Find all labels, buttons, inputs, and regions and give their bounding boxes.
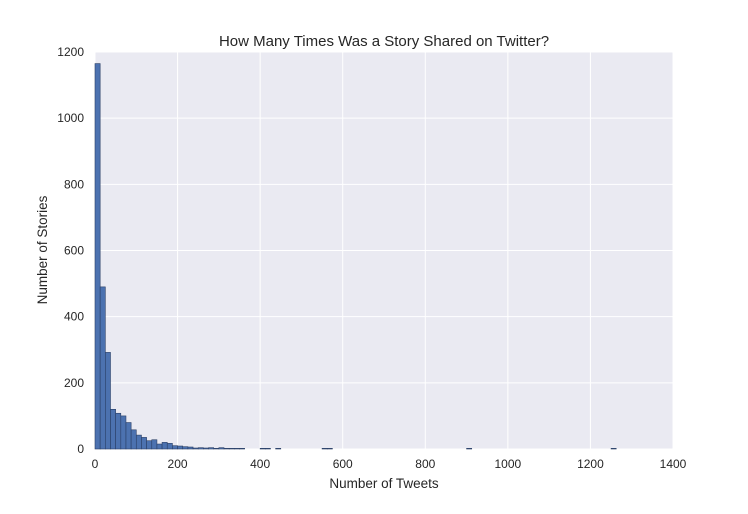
- histogram-bar: [228, 448, 235, 450]
- histogram-bars: [94, 63, 617, 450]
- histogram-bar: [208, 447, 214, 450]
- histogram-bar: [110, 408, 116, 450]
- histogram-bar: [275, 448, 282, 450]
- histogram-bar: [130, 429, 137, 450]
- x-tick-label: 1200: [577, 457, 604, 471]
- x-tick-label: 800: [415, 457, 435, 471]
- histogram-bar: [94, 63, 101, 450]
- x-tick-label: 1400: [660, 457, 687, 471]
- histogram-bar: [610, 448, 617, 450]
- histogram-bar: [326, 448, 333, 450]
- histogram-bar: [151, 439, 158, 450]
- histogram-bar: [99, 286, 106, 450]
- histogram-bar: [203, 447, 209, 450]
- histogram-bar: [156, 443, 163, 450]
- x-tick-label: 400: [250, 457, 270, 471]
- x-axis-ticks: 0 200 400 600 800 1000 1200 1400: [92, 457, 687, 471]
- histogram-bar: [223, 448, 230, 450]
- histogram-bar: [197, 447, 204, 450]
- histogram-bar: [172, 445, 178, 450]
- chart-title: How Many Times Was a Story Shared on Twi…: [219, 33, 549, 50]
- histogram-bar: [166, 443, 173, 450]
- histogram-bar: [141, 437, 147, 450]
- histogram-bar: [234, 448, 240, 450]
- histogram-bar: [187, 446, 194, 450]
- histogram-bar: [239, 448, 245, 450]
- histogram-bar: [105, 352, 111, 450]
- y-tick-label: 600: [64, 244, 84, 258]
- x-tick-label: 0: [92, 457, 99, 471]
- histogram-bar: [265, 448, 271, 450]
- x-tick-label: 600: [333, 457, 353, 471]
- histogram-bar: [218, 447, 225, 450]
- histogram-bar: [466, 448, 473, 450]
- histogram-bar: [213, 448, 220, 450]
- histogram-bar: [182, 446, 189, 450]
- y-tick-label: 200: [64, 376, 84, 390]
- histogram-bar: [135, 434, 142, 450]
- y-tick-label: 400: [64, 310, 84, 324]
- histogram-bar: [146, 440, 153, 450]
- x-tick-label: 200: [168, 457, 188, 471]
- x-tick-label: 1000: [495, 457, 522, 471]
- y-tick-label: 800: [64, 177, 84, 191]
- y-tick-label: 1000: [57, 111, 84, 125]
- histogram-bar: [321, 448, 328, 450]
- y-tick-label: 0: [77, 442, 84, 456]
- histogram-bar: [120, 415, 127, 450]
- y-tick-label: 1200: [57, 45, 84, 59]
- histogram-bar: [115, 412, 122, 450]
- histogram-bar: [192, 447, 199, 450]
- x-axis-label: Number of Tweets: [329, 476, 439, 491]
- y-axis-label: Number of Stories: [35, 195, 50, 304]
- histogram-bar: [161, 442, 168, 450]
- histogram-bar: [177, 445, 184, 450]
- histogram-bar: [125, 422, 132, 450]
- histogram-bar: [259, 448, 266, 450]
- y-axis-ticks: 0 200 400 600 800 1000 1200: [57, 45, 84, 456]
